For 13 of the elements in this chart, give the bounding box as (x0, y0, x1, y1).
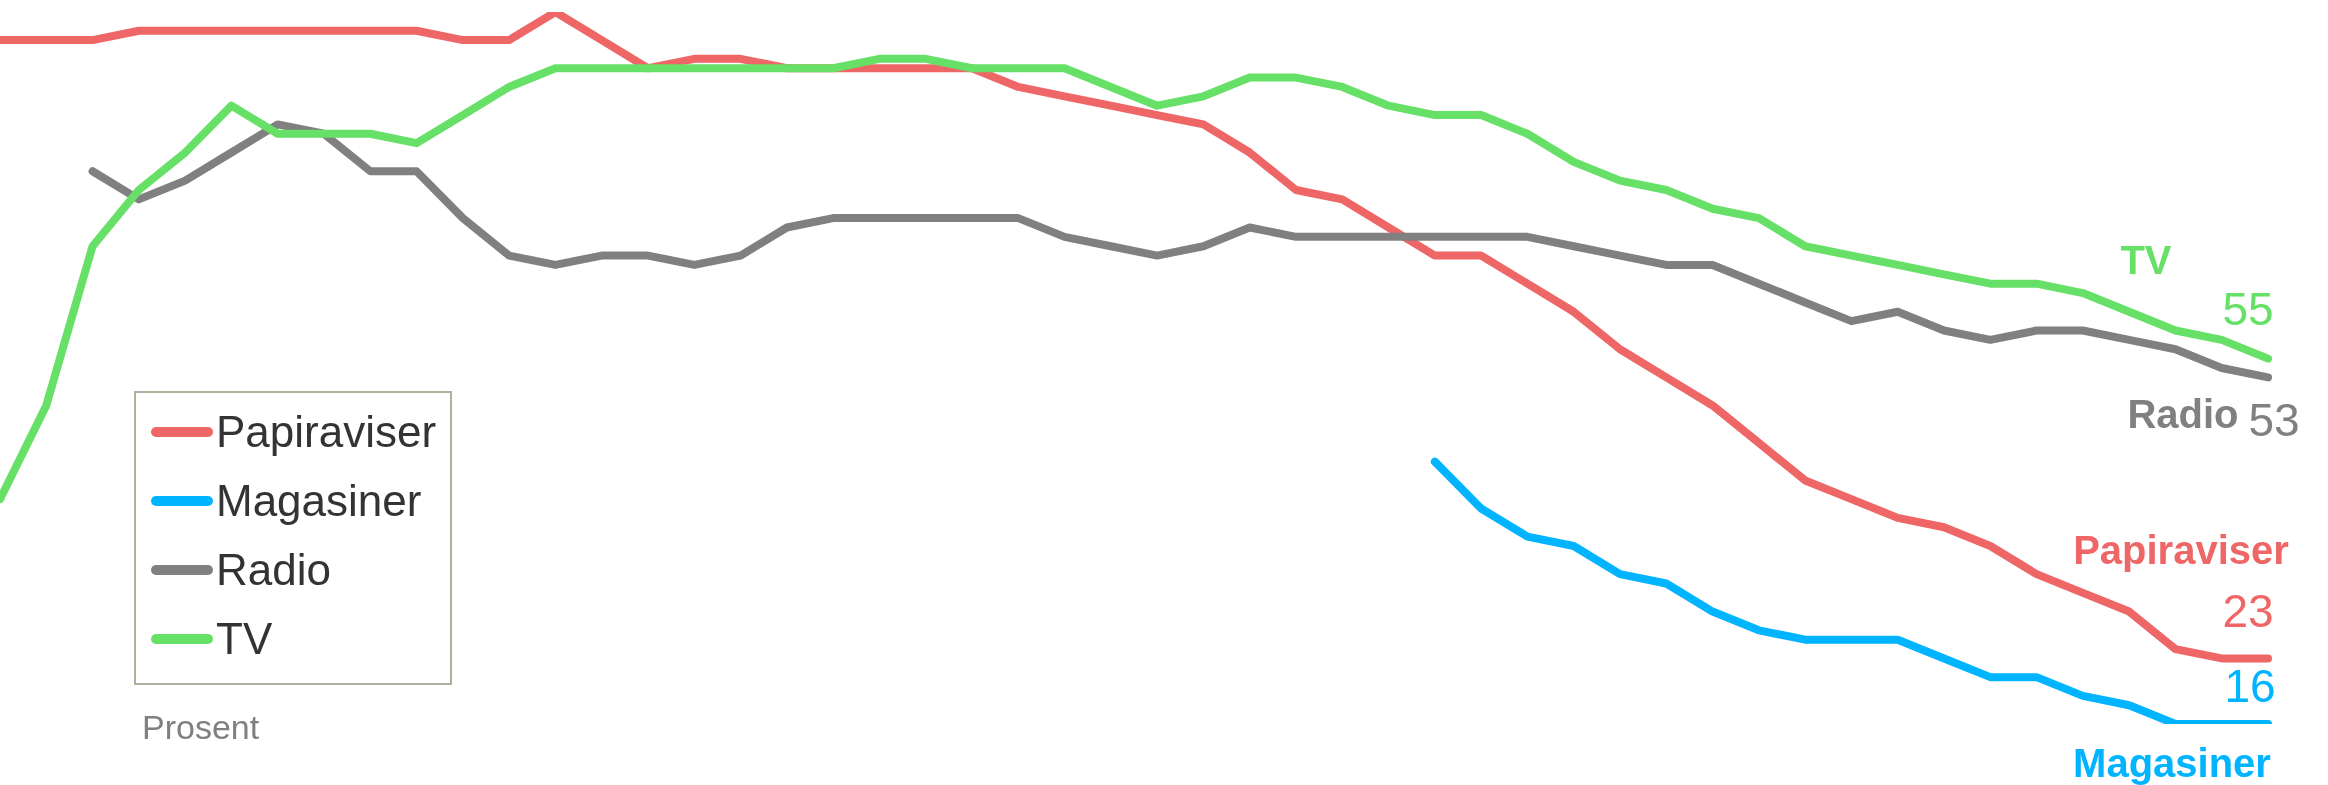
data-label: 55 (2222, 282, 2274, 335)
legend-label: Papiraviser (216, 406, 437, 457)
data-label: 16 (2224, 660, 2276, 712)
annotation: Prosent (142, 708, 260, 747)
data-label: 53 (2248, 394, 2300, 447)
text: Papiraviser (2073, 528, 2289, 573)
legend-label: Magasiner (216, 475, 422, 526)
legend-label: Radio (216, 544, 331, 595)
data-label: 23 (2222, 585, 2274, 638)
text: Magasiner (2073, 741, 2271, 785)
text: Radio (2127, 392, 2239, 437)
legend-label: TV (216, 613, 273, 664)
text: TV (2120, 237, 2172, 282)
